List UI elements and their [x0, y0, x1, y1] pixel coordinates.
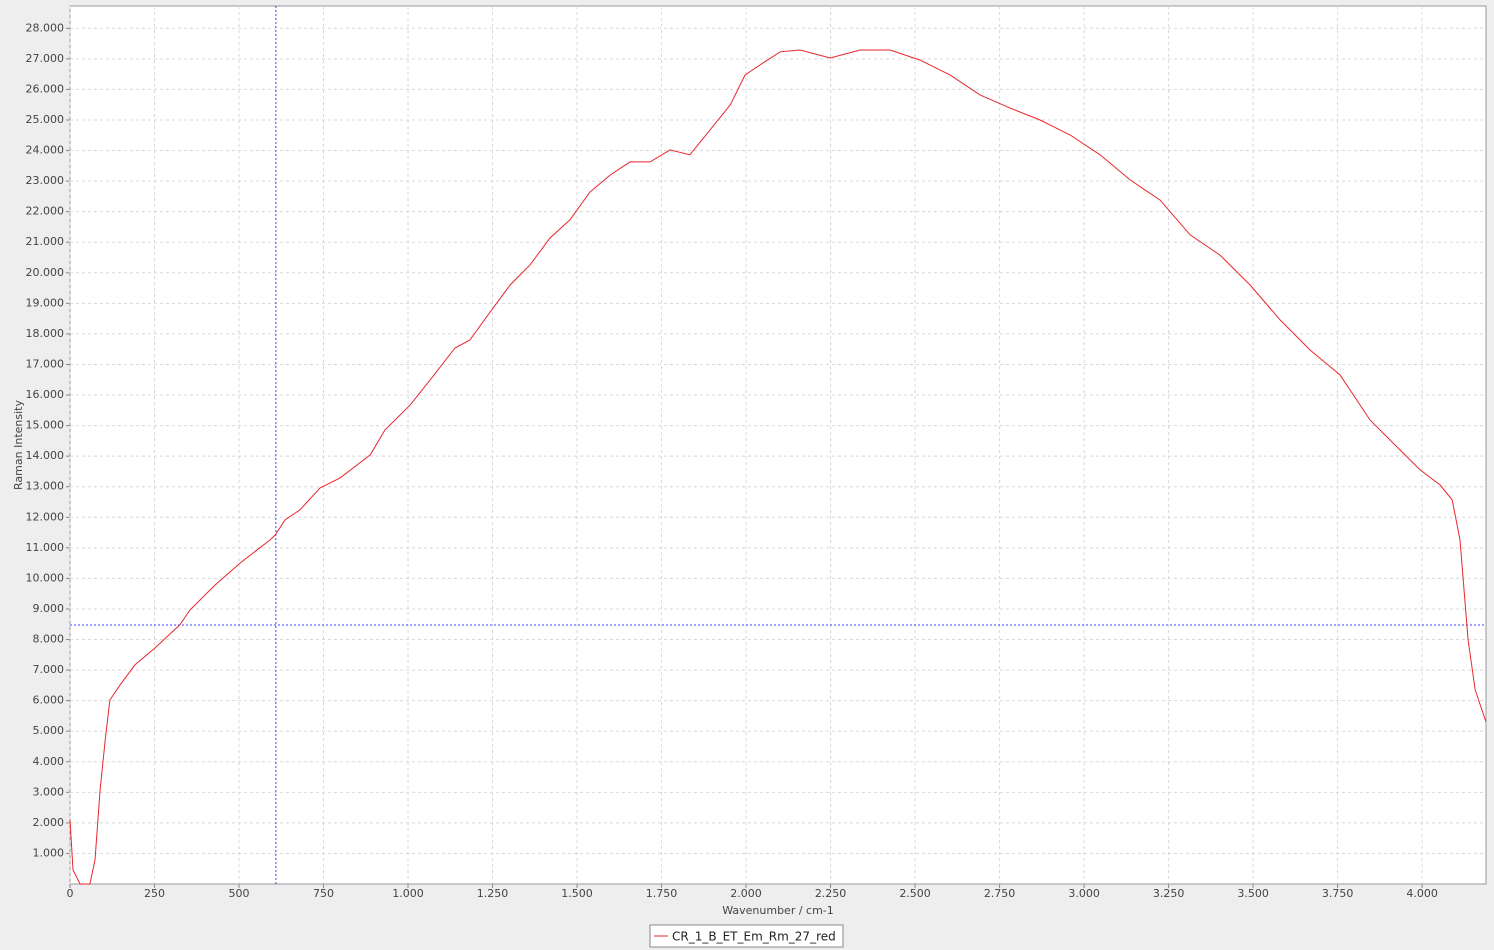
x-tick-label: 2.750 [984, 887, 1016, 900]
y-tick-label: 16.000 [26, 388, 65, 401]
x-tick-label: 3.250 [1153, 887, 1185, 900]
y-tick-label: 9.000 [33, 602, 65, 615]
legend-label: CR_1_B_ET_Em_Rm_27_red [672, 930, 836, 944]
x-tick-label: 2.250 [815, 887, 847, 900]
data-line [69, 49, 1487, 885]
x-tick-label: 3.000 [1068, 887, 1100, 900]
y-tick-label: 7.000 [33, 663, 65, 676]
y-axis-label: Raman Intensity [12, 400, 25, 490]
y-tick-label: 25.000 [26, 113, 65, 126]
x-tick-label: 250 [144, 887, 165, 900]
y-tick-label: 6.000 [33, 694, 65, 707]
x-tick-label: 3.750 [1322, 887, 1354, 900]
y-tick-label: 26.000 [26, 82, 65, 95]
x-tick-label: 0 [67, 887, 74, 900]
y-tick-label: 17.000 [26, 357, 65, 370]
x-tick-label: 1.000 [392, 887, 424, 900]
y-tick-label: 4.000 [33, 755, 65, 768]
y-tick-label: 18.000 [26, 327, 65, 340]
y-tick-label: 20.000 [26, 266, 65, 279]
x-tick-label: 1.500 [561, 887, 593, 900]
x-axis-label: Wavenumber / cm-1 [722, 904, 834, 917]
y-tick-label: 23.000 [26, 174, 65, 187]
y-tick-label: 5.000 [33, 724, 65, 737]
y-tick-label: 15.000 [26, 419, 65, 432]
y-tick-label: 28.000 [26, 21, 65, 34]
plot-area [69, 5, 1487, 885]
x-tick-label: 2.500 [899, 887, 931, 900]
x-tick-label: 750 [313, 887, 334, 900]
y-tick-label: 14.000 [26, 449, 65, 462]
y-tick-label: 8.000 [33, 633, 65, 646]
x-tick-label: 4.000 [1406, 887, 1438, 900]
y-tick-label: 12.000 [26, 510, 65, 523]
y-tick-label: 10.000 [26, 571, 65, 584]
y-tick-label: 24.000 [26, 144, 65, 157]
y-tick-label: 2.000 [33, 816, 65, 829]
x-tick-label: 2.000 [730, 887, 762, 900]
y-tick-label: 21.000 [26, 235, 65, 248]
y-tick-label: 1.000 [33, 846, 65, 859]
y-tick-label: 3.000 [33, 785, 65, 798]
y-tick-label: 11.000 [26, 541, 65, 554]
x-tick-label: 1.250 [477, 887, 509, 900]
y-tick-label: 13.000 [26, 480, 65, 493]
x-tick-label: 500 [229, 887, 250, 900]
y-tick-label: 27.000 [26, 52, 65, 65]
y-tick-label: 22.000 [26, 205, 65, 218]
x-tick-label: 1.750 [646, 887, 678, 900]
y-tick-label: 19.000 [26, 296, 65, 309]
x-tick-label: 3.500 [1237, 887, 1269, 900]
legend-box [649, 924, 844, 948]
